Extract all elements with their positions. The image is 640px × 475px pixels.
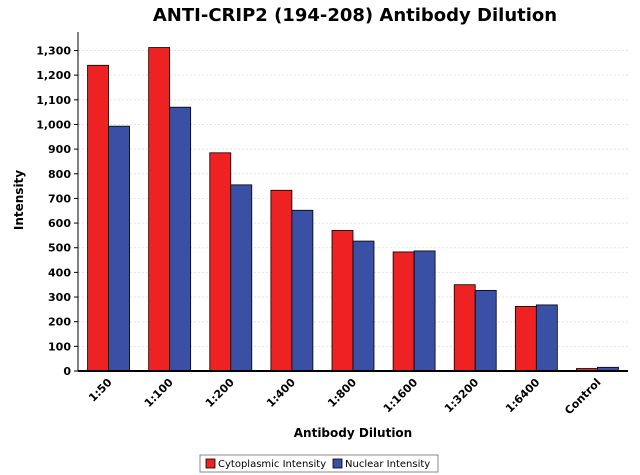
y-tick-label: 800 (48, 168, 71, 181)
x-tick-label: Control (562, 376, 603, 417)
legend-box (199, 454, 439, 473)
bar-nuclear (474, 289, 497, 372)
bars (87, 47, 619, 372)
bar-cytoplasmic (148, 47, 171, 372)
y-tick-label: 1,200 (36, 69, 71, 82)
bar-nuclear (535, 304, 558, 372)
y-tick-label: 1,300 (36, 44, 71, 57)
bar-cytoplasmic (270, 189, 293, 372)
y-tick-label: 700 (48, 192, 71, 205)
bar-cytoplasmic (453, 284, 476, 372)
bar-cytoplasmic (331, 230, 354, 372)
x-tick-label: 1:200 (203, 376, 237, 410)
bar-nuclear (291, 209, 314, 372)
legend-label: Cytoplasmic Intensity (218, 459, 326, 470)
bar-cytoplasmic (514, 306, 537, 372)
y-axis: 0 100 200 300 400 500 600 700 800 900 1,000 1,100 1,… (36, 32, 79, 378)
y-tick-label: 0 (63, 365, 71, 378)
legend-swatch (205, 458, 216, 469)
bar-cytoplasmic (87, 64, 109, 372)
y-tick-label: 100 (48, 340, 71, 353)
bar-cytoplasmic (209, 152, 232, 372)
x-axis: 1:50 1:100 1:200 1:400 1:800 1:1600 1:3200 1:64… (78, 370, 628, 417)
y-tick-label: 500 (48, 242, 71, 255)
bar-nuclear (108, 125, 130, 372)
x-tick-label: 1:800 (325, 376, 359, 410)
y-axis-label: Intensity (12, 170, 26, 230)
x-axis-label: Antibody Dilution (294, 426, 412, 440)
y-tick-label: 400 (48, 266, 71, 279)
chart-title: ANTI-CRIP2 (194-208) Antibody Dilution (153, 5, 557, 26)
legend-label: Nuclear Intensity (345, 459, 430, 470)
y-tick-label: 1,000 (36, 118, 71, 131)
y-tick-label: 300 (48, 291, 71, 304)
bar-nuclear (413, 250, 436, 372)
bar-nuclear (169, 106, 192, 372)
y-tick-label: 200 (48, 316, 71, 329)
y-tick-label: 1,100 (36, 94, 71, 107)
legend-swatch (332, 458, 343, 469)
x-tick-label: 1:400 (264, 376, 298, 410)
x-tick-label: 1:100 (142, 376, 176, 410)
x-tick-label: 1:50 (86, 376, 115, 405)
y-tick-label: 600 (48, 217, 71, 230)
legend: Cytoplasmic Intensity Nuclear Intensity (199, 454, 439, 473)
y-tick-label: 900 (48, 143, 71, 156)
x-tick-label: 1:6400 (503, 376, 543, 416)
bar-cytoplasmic (392, 251, 415, 372)
x-tick-label: 1:3200 (442, 376, 482, 416)
bar-nuclear (352, 240, 375, 372)
x-tick-label: 1:1600 (381, 376, 421, 416)
bar-nuclear (230, 184, 253, 372)
